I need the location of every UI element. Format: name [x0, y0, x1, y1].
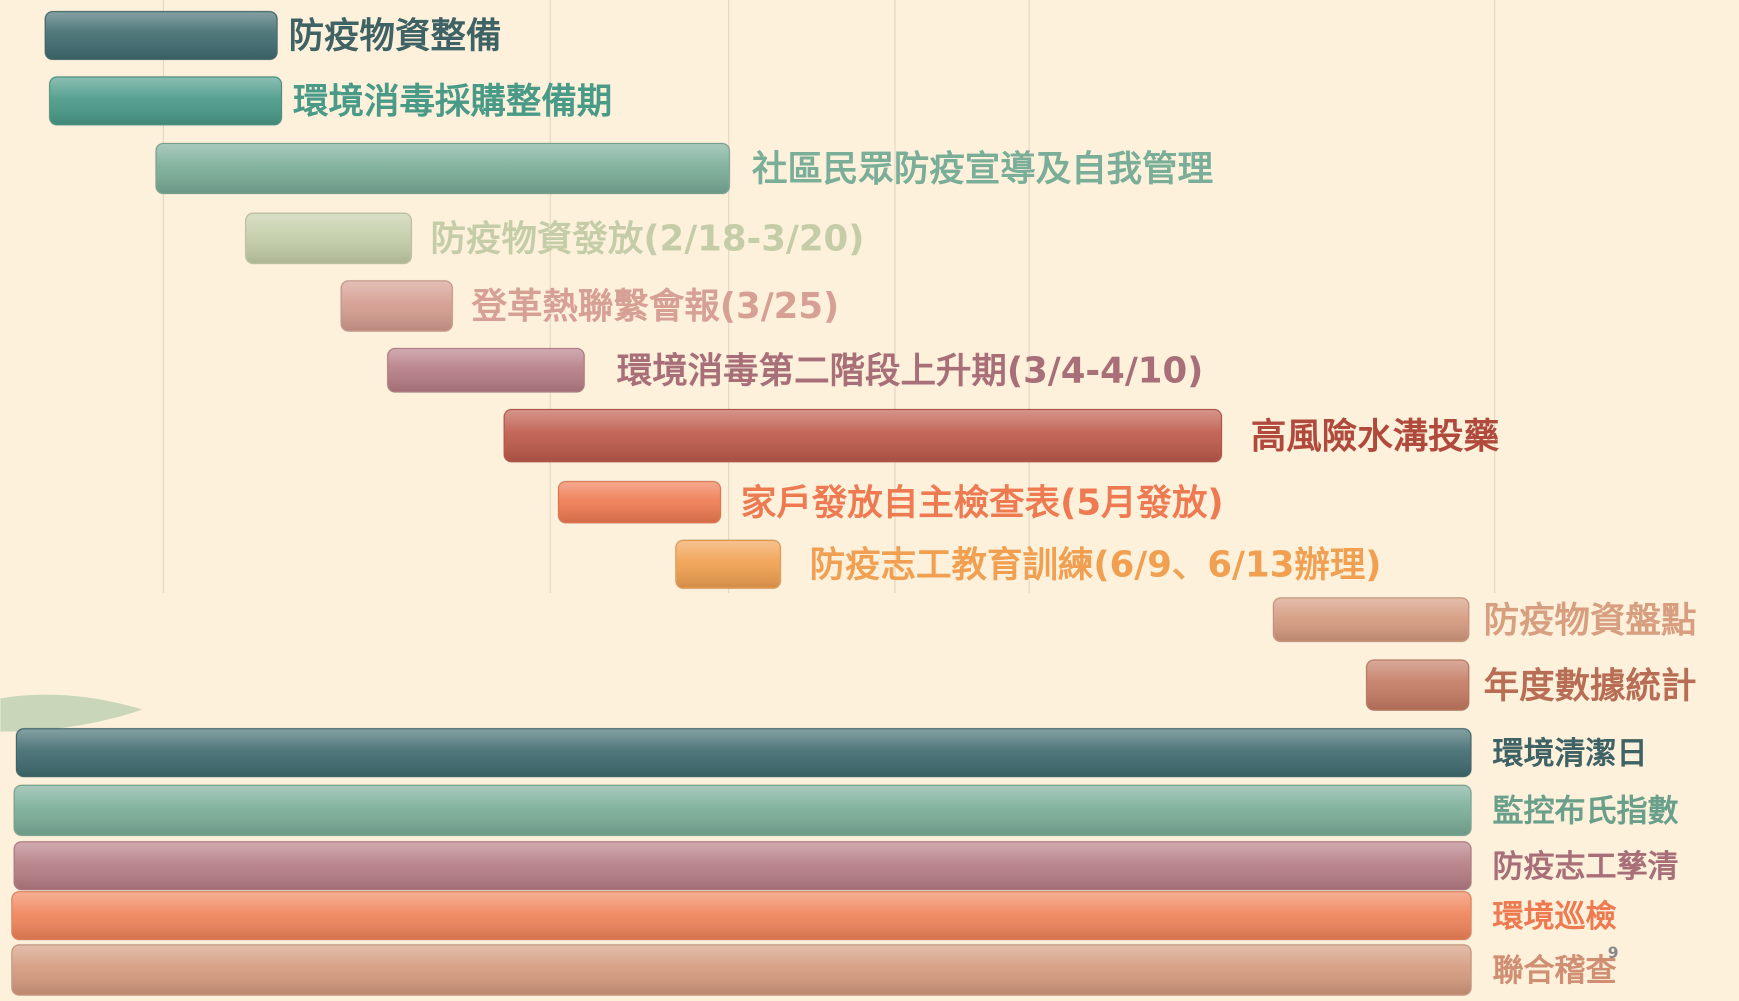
task-bar-gloss [46, 12, 277, 59]
task-bar-gloss [13, 946, 1471, 995]
task-bar-gloss [17, 729, 1470, 776]
task-label: 環境消毒第二階段上升期(3/4-4/10) [617, 350, 1204, 391]
task-bar-gloss [677, 541, 780, 588]
task-bar-gloss [50, 78, 281, 125]
task-bar-gloss [15, 786, 1470, 835]
task-label: 防疫志工孳清 [1492, 849, 1678, 885]
task-bar-gloss [15, 842, 1470, 889]
task-label: 登革熱聯繫會報(3/25) [471, 286, 840, 327]
task-label: 防疫物資整備 [289, 16, 502, 57]
task-bar-gloss [247, 214, 411, 263]
task-bar-gloss [388, 349, 583, 391]
task-label: 環境巡檢 [1492, 899, 1616, 935]
page-number: 9 [1608, 944, 1619, 962]
task-bar-gloss [1274, 599, 1468, 641]
task-bar-gloss [342, 282, 452, 331]
task-bar-gloss [505, 410, 1221, 461]
gantt-diagram: 防疫物資整備環境消毒採購整備期社區民眾防疫宣導及自我管理防疫物資發放(2/18-… [0, 0, 1739, 1001]
task-label: 防疫物資發放(2/18-3/20) [431, 219, 865, 260]
task-bar-gloss [1367, 661, 1468, 710]
task-label: 聯合稽查 [1492, 953, 1616, 989]
task-label: 高風險水溝投藥 [1251, 416, 1500, 457]
task-bar-gloss [157, 144, 729, 193]
page: 防疫物資整備環境消毒採購整備期社區民眾防疫宣導及自我管理防疫物資發放(2/18-… [0, 0, 1739, 1001]
task-bar-gloss [13, 892, 1471, 939]
task-label: 環境清潔日 [1492, 736, 1647, 772]
task-label: 年度數據統計 [1484, 665, 1697, 706]
task-label: 環境消毒採購整備期 [293, 81, 612, 122]
task-bar-gloss [559, 482, 720, 522]
task-label: 防疫志工教育訓練(6/9、6/13辦理) [810, 544, 1382, 585]
task-label: 防疫物資盤點 [1484, 600, 1697, 641]
task-label: 監控布氏指數 [1492, 794, 1678, 830]
task-label: 社區民眾防疫宣導及自我管理 [752, 149, 1213, 190]
task-label: 家戶發放自主檢查表(5月發放) [741, 482, 1224, 523]
